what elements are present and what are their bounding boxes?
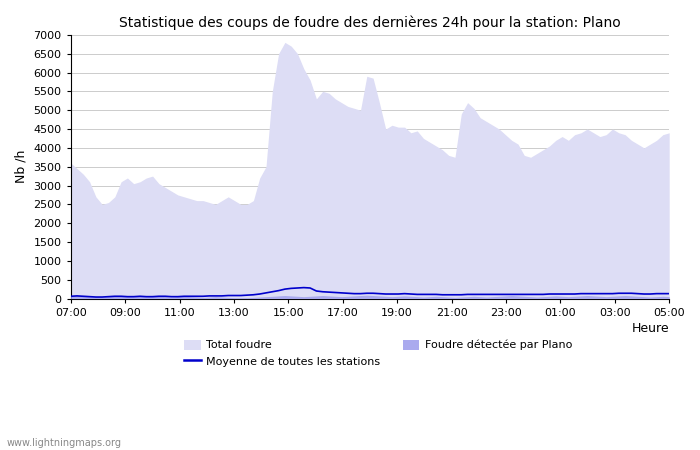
Text: www.lightningmaps.org: www.lightningmaps.org xyxy=(7,438,122,448)
Title: Statistique des coups de foudre des dernières 24h pour la station: Plano: Statistique des coups de foudre des dern… xyxy=(119,15,621,30)
Text: Heure: Heure xyxy=(631,322,669,335)
Legend: Total foudre, Moyenne de toutes les stations, Foudre détectée par Plano: Total foudre, Moyenne de toutes les stat… xyxy=(184,340,572,367)
Y-axis label: Nb /h: Nb /h xyxy=(15,150,28,183)
